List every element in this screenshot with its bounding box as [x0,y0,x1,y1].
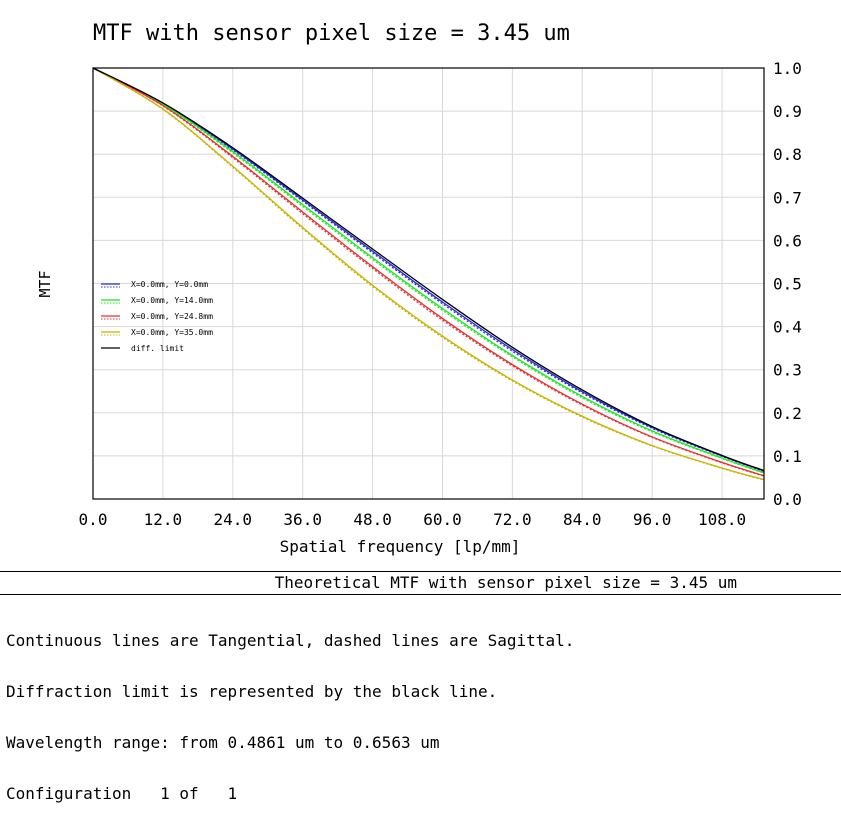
legend-label: X=0.0mm, Y=14.0mm [131,296,213,305]
y-tick-label: 0.4 [773,318,802,337]
chart-title: MTF with sensor pixel size = 3.45 um [93,21,570,46]
x-tick-label: 12.0 [144,510,183,529]
y-tick-label: 0.9 [773,102,802,121]
series-line [92,67,765,472]
y-tick-label: 0.5 [773,275,802,294]
footer-title: Theoretical MTF with sensor pixel size =… [274,573,737,592]
series-line [92,67,765,477]
y-tick-label: 1.0 [773,59,802,78]
y-tick-label: 0.1 [773,447,802,466]
legend: X=0.0mm, Y=0.0mm X=0.0mm, Y=14.0mm X=0.0mm… [101,280,213,353]
x-tick-label: 72.0 [493,510,532,529]
series-line [92,67,765,481]
x-tick-label: 36.0 [283,510,322,529]
x-tick-label: 96.0 [633,510,672,529]
series-line [92,67,765,477]
x-tick-label: 84.0 [563,510,602,529]
series-line [92,67,765,474]
plot-frame [92,67,765,500]
legend-item: X=0.0mm, Y=0.0mm [101,280,208,289]
footer-note-line: Continuous lines are Tangential, dashed … [6,631,575,650]
tick-labels: 0.0 12.0 24.0 36.0 48.0 60.0 72.0 84.0 96.0 108.0… [79,59,802,529]
y-tick-label: 0.8 [773,145,802,164]
x-tick-label: 60.0 [423,510,462,529]
y-tick-label: 0.7 [773,188,802,207]
y-tick-label: 0.2 [773,404,802,423]
y-tick-label: 0.0 [773,490,802,509]
legend-item: X=0.0mm, Y=24.8mm [101,312,213,321]
footer-note-line: Wavelength range: from 0.4861 um to 0.65… [6,733,440,752]
y-tick-label: 0.3 [773,361,802,380]
legend-item: X=0.0mm, Y=35.0mm [101,328,213,337]
legend-item: diff. limit [101,344,184,353]
footer-notes: Continuous lines are Tangential, dashed … [6,598,836,819]
series-line [92,67,765,472]
series-lines [92,67,765,481]
footer-note-line: Diffraction limit is represented by the … [6,682,498,701]
y-tick-label: 0.6 [773,231,802,250]
legend-label: X=0.0mm, Y=24.8mm [131,312,213,321]
mtf-chart: MTF with sensor pixel size = 3.45 um 0.0… [36,21,802,556]
x-tick-label: 48.0 [353,510,392,529]
x-tick-label: 24.0 [214,510,253,529]
legend-label: diff. limit [131,344,184,353]
footer-note-line: Configuration 1 of 1 [6,784,238,803]
legend-item: X=0.0mm, Y=14.0mm [101,296,213,305]
y-axis-label: MTF [36,270,54,297]
x-tick-label: 108.0 [698,510,746,529]
series-line [92,67,765,473]
legend-label: X=0.0mm, Y=0.0mm [131,280,208,289]
legend-label: X=0.0mm, Y=35.0mm [131,328,213,337]
series-line [92,67,765,474]
series-line [92,67,765,481]
x-tick-label: 0.0 [79,510,108,529]
footer-title-box: Theoretical MTF with sensor pixel size =… [0,571,841,595]
x-axis-label: Spatial frequency [lp/mm] [280,537,521,556]
